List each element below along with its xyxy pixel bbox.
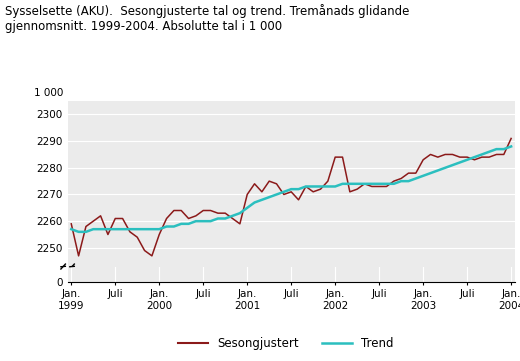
Text: 1 000: 1 000 [34, 88, 63, 98]
Text: Sysselsette (AKU).  Sesongjusterte tal og trend. Tremånads glidande
gjennomsnitt: Sysselsette (AKU). Sesongjusterte tal og… [5, 4, 410, 32]
Legend: Sesongjustert, Trend: Sesongjustert, Trend [174, 332, 398, 355]
